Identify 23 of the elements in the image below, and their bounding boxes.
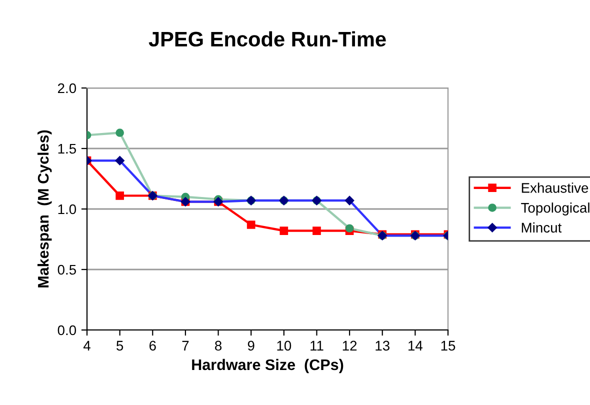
x-tick-label: 7	[182, 340, 189, 350]
x-tick-label: 11	[310, 340, 324, 350]
x-tick-label: 14	[408, 340, 422, 350]
x-axis-title: Hardware Size (CPs)	[192, 358, 344, 374]
y-tick-label: 0.5	[58, 264, 76, 275]
x-tick-label: 9	[248, 340, 254, 351]
x-tick-label: 5	[116, 340, 124, 351]
legend-label: Mincut	[522, 222, 562, 233]
y-tick-label: 0.0	[58, 325, 76, 336]
x-tick-label: 15	[441, 340, 456, 351]
x-tick-label: 10	[277, 340, 292, 351]
y-axis-title: Makespan (M Cycles)	[37, 130, 52, 288]
x-tick-label: 12	[342, 340, 357, 350]
x-tick-label: 8	[215, 340, 222, 351]
legend-label: Exhaustive	[522, 182, 588, 193]
y-tick-label: 1.0	[58, 204, 76, 214]
y-tick-label: 2.0	[58, 83, 76, 94]
x-tick-label: 4	[83, 340, 90, 350]
chart-title: JPEG Encode Run-Time	[148, 31, 386, 47]
x-tick-label: 13	[376, 340, 390, 351]
y-tick-label: 1.5	[58, 144, 76, 154]
x-tick-label: 6	[149, 340, 156, 351]
legend-label: Topological	[521, 202, 590, 216]
